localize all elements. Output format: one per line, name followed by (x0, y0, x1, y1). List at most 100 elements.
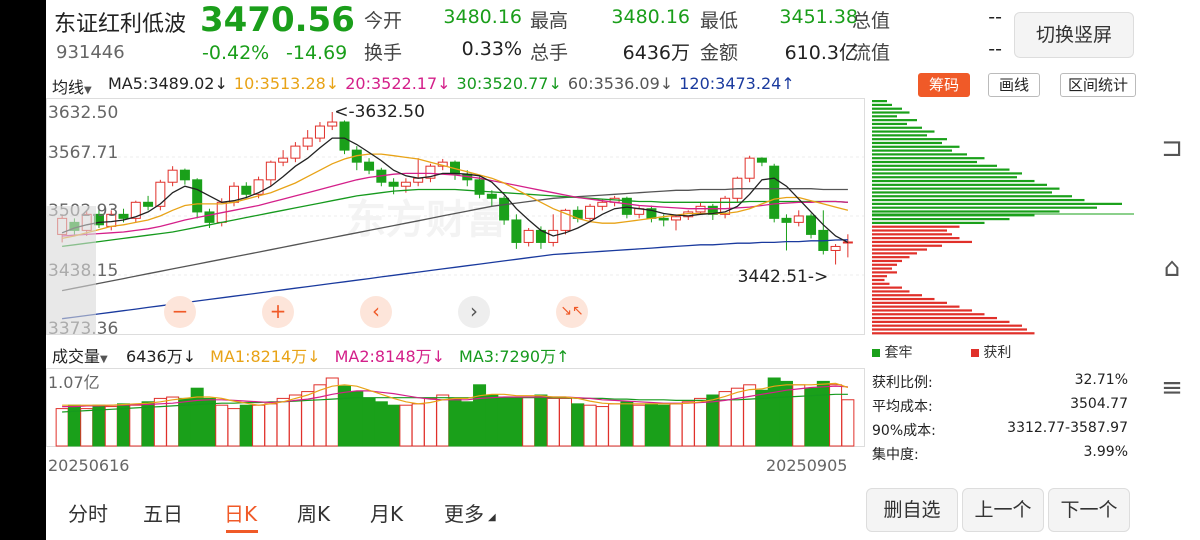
ma-values: MA5:3489.02↓ 10:3513.28↓ 20:3522.17↓ 30:352… (108, 74, 801, 93)
candle-body (670, 216, 681, 221)
quote-label: 今开 (364, 10, 403, 32)
volume-bar (706, 394, 720, 447)
volume-bar (325, 377, 339, 447)
chip-bar (872, 122, 907, 126)
high-annotation: <-3632.50 (334, 102, 425, 122)
chip-bar (872, 309, 972, 312)
volume-bar (227, 408, 241, 447)
candle-body (511, 219, 522, 243)
date-end: 20250905 (766, 456, 848, 475)
candle-body (523, 229, 534, 243)
quote-label: 金额 (700, 42, 739, 64)
volume-bar (411, 403, 425, 447)
candle-body (793, 215, 804, 223)
volume-bar (473, 384, 487, 447)
fullscreen-button[interactable]: ↘↖ (556, 296, 588, 328)
tab-5[interactable]: 更多 (444, 502, 484, 526)
candle-body (474, 179, 485, 195)
chip-bar (872, 233, 952, 236)
chip-bar (872, 198, 1085, 202)
home-icon[interactable]: ⌂ (1163, 253, 1181, 283)
volume-bar (202, 397, 216, 447)
back-icon[interactable]: ⊐ (1161, 133, 1183, 163)
chip-bar (872, 100, 887, 103)
volume-bar (571, 403, 585, 447)
ma-selector[interactable]: 均线▼ (52, 74, 92, 98)
volume-bar (669, 403, 683, 447)
candle-body (499, 197, 510, 221)
chip-bar (872, 145, 960, 148)
dropdown-arrow-icon: ▼ (84, 85, 92, 96)
chip-bar (872, 195, 1072, 198)
zoom-in-button[interactable]: + (262, 296, 294, 328)
candle-body (339, 121, 350, 151)
chip-bar (872, 206, 1097, 209)
chip-bar (872, 141, 942, 145)
chip-bar (872, 301, 947, 304)
volume-bar (792, 384, 806, 447)
change-percent: -0.42% (202, 42, 270, 64)
volume-bar (55, 408, 69, 447)
volume-bar (767, 377, 781, 447)
index-name: 东证红利低波 (54, 12, 187, 37)
volume-bar (92, 404, 106, 447)
tab-1[interactable]: 五日 (143, 502, 183, 526)
ma60-line (61, 188, 848, 292)
chip-bar (872, 294, 922, 297)
candle-body (806, 215, 817, 235)
remove-favorite-button[interactable]: 删自选 (866, 488, 958, 532)
candle-body (241, 185, 252, 195)
volume-bar (509, 397, 523, 447)
zoom-out-button[interactable]: − (164, 296, 196, 328)
chip-stat-row: 集中度: 3.99% (872, 444, 1128, 464)
switch-portrait-button[interactable]: 切换竖屏 (1014, 12, 1134, 58)
move-left-button[interactable]: ‹ (360, 296, 392, 328)
tab-0[interactable]: 分时 (68, 502, 108, 526)
chips-distribution-chart (872, 100, 1134, 335)
candle-body (278, 157, 289, 163)
candle-body (290, 145, 301, 159)
range-stats-tab[interactable]: 区间统计 (1060, 73, 1136, 97)
tab-2[interactable]: 日K (224, 502, 258, 526)
volume-ma-value-3: MA3:7290万↑ (459, 347, 570, 366)
move-right-button[interactable]: › (458, 296, 490, 328)
chip-bar (872, 218, 1010, 221)
volume-bar (276, 397, 290, 447)
volume-bar (252, 404, 266, 447)
tab-4[interactable]: 月K (370, 502, 404, 526)
volume-bar (264, 403, 278, 447)
volume-bar (374, 401, 388, 447)
quote-value: -- (988, 6, 1002, 28)
kline-app: 东证红利低波 931446 3470.56 -0.42% -14.69 切换竖屏… (46, 0, 1144, 540)
draw-line-tab[interactable]: 画线 (988, 73, 1040, 97)
previous-button[interactable]: 上一个 (962, 488, 1044, 532)
chip-bar (872, 187, 1060, 190)
chip-bar (872, 164, 997, 167)
chip-bar (872, 313, 985, 316)
chips-tab[interactable]: 筹码 (918, 73, 970, 97)
tab-3[interactable]: 周K (297, 502, 331, 526)
chip-bar (872, 252, 917, 255)
chip-bar (872, 210, 1060, 213)
menu-icon[interactable]: ≡ (1161, 373, 1183, 403)
quote-value: 3480.16 (611, 6, 690, 28)
volume-selector[interactable]: 成交量▼ (52, 343, 108, 367)
volume-bar (681, 401, 695, 447)
candlestick-chart[interactable]: 东方财富3632.503567.713502.933438.153373.36<… (46, 98, 866, 338)
volume-bar (215, 404, 229, 447)
chip-bar (872, 316, 997, 320)
system-nav-bar: ⊐ ⌂ ≡ (1144, 0, 1200, 540)
candle-body (364, 161, 375, 171)
chip-bar (872, 138, 947, 141)
quote-value: 6436万 (622, 42, 690, 64)
candle-body (560, 209, 571, 231)
next-button[interactable]: 下一个 (1048, 488, 1130, 532)
chip-stat-label: 平均成本: (872, 399, 933, 415)
volume-bar (497, 396, 511, 447)
volume-chart[interactable]: 1.07亿 (46, 368, 866, 448)
ma-value-1: 10:3513.28↓ (233, 74, 340, 93)
volume-max-label: 1.07亿 (48, 373, 100, 392)
volume-bar (657, 404, 671, 447)
legend-trapped-label: 套牢 (884, 345, 913, 361)
candle-body (425, 165, 436, 179)
